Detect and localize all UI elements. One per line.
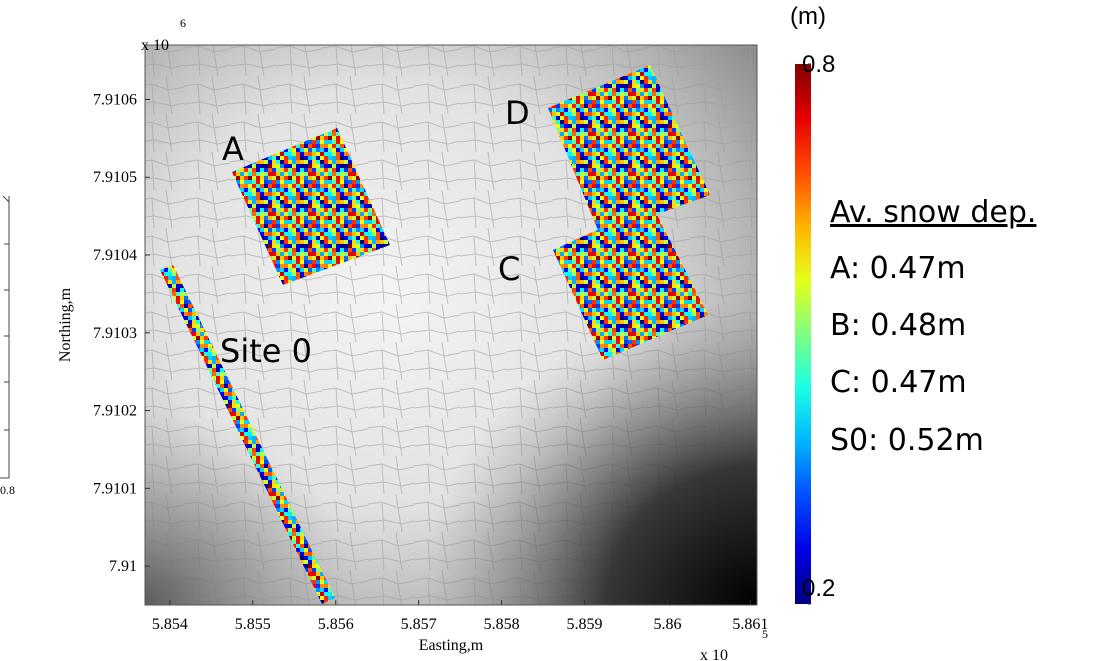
colorbar-tick-label: 0.8 <box>802 51 835 78</box>
y-tick-label: 7.9101 <box>93 480 137 497</box>
y-tick-label: 7.9105 <box>93 169 137 186</box>
figure: 0.8 A D C Site 0 x 10 6 x 10 5 Easting,m… <box>0 0 1118 661</box>
legend-title: Av. snow dep. <box>830 195 1036 230</box>
legend-entry: C: 0.47m <box>830 365 967 400</box>
site-label: Site 0 <box>220 332 312 370</box>
x-tick-label: 5.857 <box>401 616 437 633</box>
legend-entry: A: 0.47m <box>830 251 966 286</box>
legend-entry: S0: 0.52m <box>830 423 984 458</box>
x-tick-label: 5.854 <box>152 616 188 633</box>
x-tick-label: 5.86 <box>653 616 681 633</box>
x-tick-label: 5.858 <box>484 616 520 633</box>
y-exponent-power: 6 <box>180 16 186 30</box>
left-panel: 0.8 <box>0 196 15 497</box>
site-label: C <box>498 250 520 288</box>
site-label: D <box>505 94 530 132</box>
y-tick-label: 7.9104 <box>93 247 137 264</box>
legend-entry: B: 0.48m <box>830 308 966 343</box>
y-exponent-base: x 10 <box>141 37 169 54</box>
x-axis-label: Easting,m <box>419 637 484 654</box>
y-tick-label: 7.9106 <box>93 91 137 108</box>
x-tick-label: 5.861 <box>732 616 768 633</box>
y-tick-label: 7.9102 <box>93 403 137 420</box>
y-tick-label: 7.9103 <box>93 325 137 342</box>
colorbar-unit: (m) <box>790 3 826 30</box>
x-exponent-base: x 10 <box>700 647 728 661</box>
colorbar-tick-label: 0.2 <box>802 575 835 602</box>
x-tick-label: 5.859 <box>567 616 603 633</box>
left-tick-label: 0.8 <box>0 483 15 497</box>
y-tick-label: 7.91 <box>109 558 137 575</box>
x-tick-label: 5.855 <box>235 616 271 633</box>
colorbar <box>795 64 811 604</box>
x-tick-label: 5.856 <box>318 616 354 633</box>
site-label: A <box>222 130 244 168</box>
y-axis-label: Northing,m <box>57 287 74 362</box>
